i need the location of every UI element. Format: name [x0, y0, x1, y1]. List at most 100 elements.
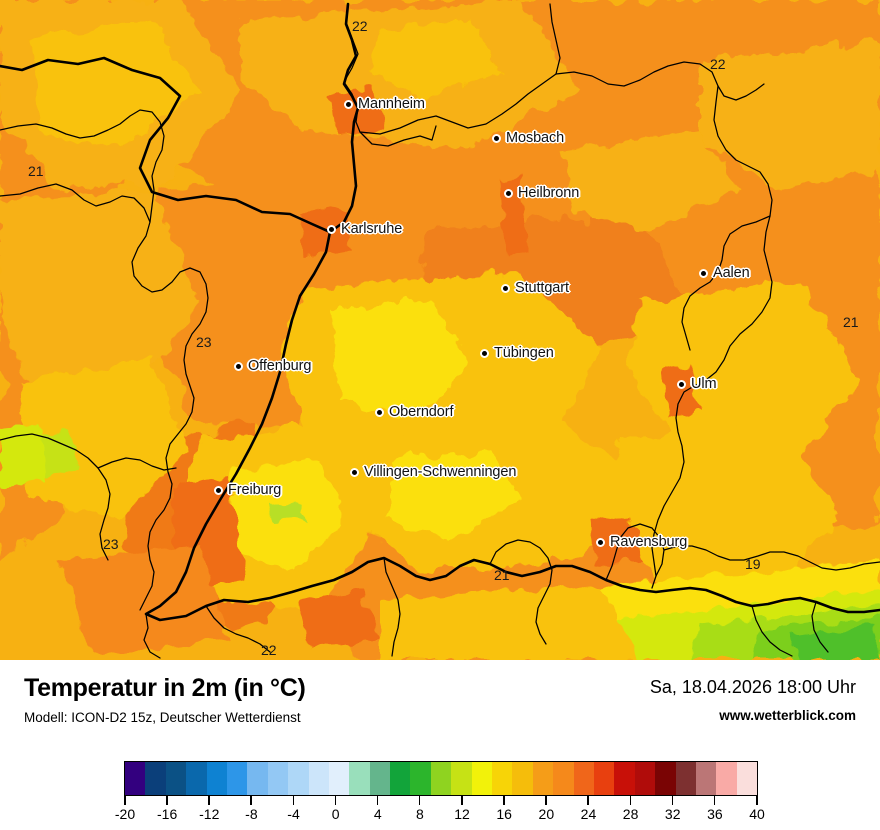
colorbar-swatch [390, 762, 411, 795]
city-marker: Ravensburg [596, 534, 687, 550]
colorbar-swatch [186, 762, 207, 795]
colorbar-tick-label: 28 [622, 806, 639, 822]
city-dot-icon [596, 537, 605, 547]
city-dot-icon [677, 379, 686, 389]
city-dot-icon [699, 268, 708, 278]
title-block: Temperatur in 2m (in °C) Modell: ICON-D2… [24, 674, 306, 725]
colorbar-swatch [410, 762, 431, 795]
colorbar-tick [334, 796, 337, 805]
colorbar-swatch [593, 762, 615, 795]
colorbar-tick [461, 796, 463, 805]
colorbar-tick-label: 32 [664, 806, 681, 822]
colorbar-tick [208, 796, 210, 805]
colorbar-tick [418, 796, 421, 805]
city-label: Oberndorf [389, 404, 454, 420]
colorbar-swatch [716, 762, 737, 795]
colorbar-swatch [573, 762, 594, 795]
colorbar-tick-label: 12 [454, 806, 470, 822]
colorbar[interactable]: -20 -16 -12 -8 -4 0 4 8 12 16 20 24 28 32 36 40 [115, 761, 765, 825]
colorbar-swatch [369, 762, 391, 795]
city-dot-icon [504, 188, 513, 198]
city-label: Offenburg [248, 358, 312, 374]
city-label: Stuttgart [515, 280, 569, 296]
city-marker: Ulm [677, 376, 717, 392]
colorbar-swatch [451, 762, 472, 795]
colorbar-tick-label: 20 [538, 806, 555, 822]
colorbar-swatch [532, 762, 554, 795]
colorbar-tick-label: -8 [245, 806, 258, 822]
colorbar-tick-label: -4 [287, 806, 300, 822]
colorbar-swatch [634, 762, 656, 795]
colorbar-swatch [430, 762, 452, 795]
colorbar-swatch [492, 762, 513, 795]
map-raster [0, 0, 880, 660]
city-dot-icon [214, 485, 223, 495]
legend-footer: Temperatur in 2m (in °C) Modell: ICON-D2… [0, 660, 880, 830]
colorbar-swatch [247, 762, 268, 795]
site-url: www.wetterblick.com [719, 708, 856, 723]
colorbar-swatch [471, 762, 493, 795]
colorbar-swatch [655, 762, 676, 795]
colorbar-tick-label: -20 [114, 806, 136, 822]
city-marker: Tübingen [480, 345, 554, 361]
city-marker: Offenburg [234, 358, 311, 374]
colorbar-tick-label: -16 [157, 806, 178, 822]
model-subtitle: Modell: ICON-D2 15z, Deutscher Wetterdie… [24, 709, 301, 725]
colorbar-swatch [328, 762, 350, 795]
colorbar-tick [756, 796, 758, 805]
colorbar-tick-label: 40 [749, 806, 765, 822]
city-marker: Freiburg [214, 482, 281, 498]
city-label: Heilbronn [518, 185, 580, 201]
colorbar-tick [292, 796, 295, 805]
city-dot-icon [501, 283, 510, 293]
colorbar-swatch [349, 762, 370, 795]
valid-time: Sa, 18.04.2026 18:00 Uhr [649, 677, 856, 697]
city-dot-icon [480, 348, 489, 358]
colorbar-tick [587, 796, 589, 805]
colorbar-swatch [695, 762, 717, 795]
colorbar-tick-label: 36 [707, 806, 723, 822]
colorbar-tick-label: 0 [331, 806, 340, 822]
colorbar-swatch [226, 762, 248, 795]
city-label: Villingen-Schwenningen [364, 464, 517, 480]
meta-block: Sa, 18.04.2026 18:00 Uhr www.wetterblick… [650, 677, 856, 723]
colorbar-tick-label: 8 [416, 806, 424, 822]
city-label: Tübingen [494, 345, 554, 361]
colorbar-tick [713, 796, 716, 805]
colorbar-ticks [124, 796, 758, 805]
city-dot-icon [375, 407, 384, 417]
colorbar-swatch [165, 762, 187, 795]
city-label: Aalen [713, 265, 750, 281]
city-label: Ravensburg [610, 534, 688, 550]
city-dot-icon [327, 224, 336, 234]
city-marker: Heilbronn [504, 185, 579, 201]
colorbar-swatch [308, 762, 329, 795]
colorbar-swatch [614, 762, 635, 795]
city-dot-icon [350, 467, 359, 477]
city-label: Mosbach [506, 130, 565, 146]
city-marker: Mosbach [492, 130, 564, 146]
colorbar-swatch [145, 762, 166, 795]
city-marker: Aalen [699, 265, 750, 281]
colorbar-tick [629, 796, 632, 805]
colorbar-tick [250, 796, 252, 805]
colorbar-tick [124, 796, 126, 805]
colorbar-tick [671, 796, 674, 805]
temperature-map[interactable]: 22 22 21 23 21 23 19 21 22 Mannheim Mosbach Heilbr… [0, 0, 880, 660]
city-marker: Oberndorf [375, 404, 453, 420]
colorbar-tick-label: -12 [199, 806, 220, 822]
city-marker: Villingen-Schwenningen [350, 464, 516, 480]
city-dot-icon [234, 361, 243, 371]
colorbar-swatches[interactable] [124, 761, 758, 796]
colorbar-swatch [267, 762, 289, 795]
city-label: Karlsruhe [341, 221, 403, 237]
city-dot-icon [344, 99, 353, 109]
city-label: Ulm [691, 376, 717, 392]
colorbar-swatch [512, 762, 533, 795]
city-dot-icon [492, 133, 501, 143]
city-marker: Mannheim [344, 96, 425, 112]
city-marker: Karlsruhe [327, 221, 402, 237]
colorbar-tick [545, 796, 547, 805]
colorbar-tick-label: 16 [496, 806, 512, 822]
colorbar-swatch [288, 762, 309, 795]
